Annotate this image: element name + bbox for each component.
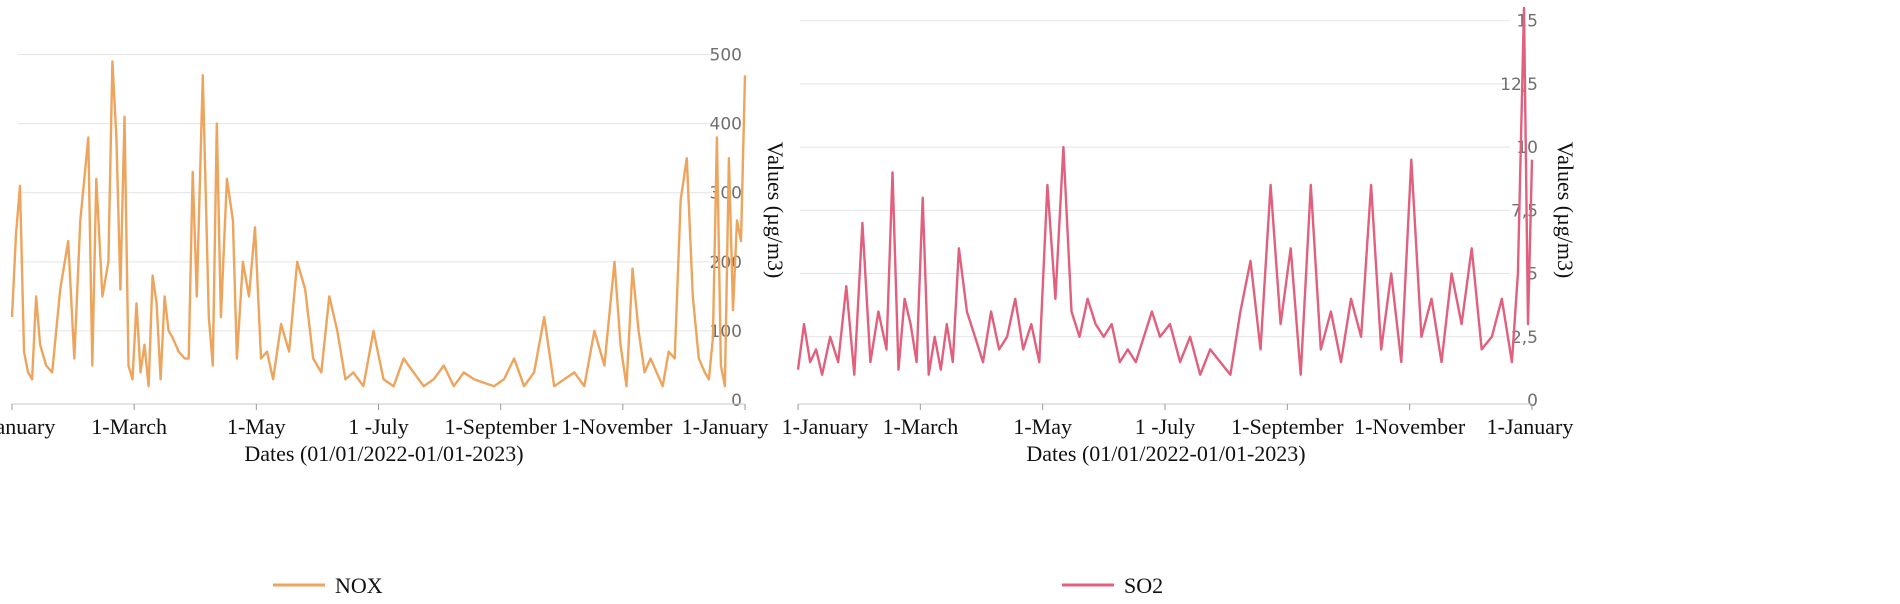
y-tick-label: 5 xyxy=(1527,265,1538,285)
x-tick-label: 1-January xyxy=(682,414,769,439)
x-tick-label: 1-January xyxy=(0,414,55,439)
x-axis-title: Dates (01/01/2022-01/01-2023) xyxy=(1026,441,1305,466)
y-axis-title: Values (µg/m3) xyxy=(1553,142,1578,279)
legend-label: SO2 xyxy=(1124,573,1163,598)
x-tick-label: 1-September xyxy=(444,414,557,439)
y-tick-label: 0 xyxy=(731,391,742,411)
x-tick-label: 1-September xyxy=(1231,414,1344,439)
x-tick-label: 1-January xyxy=(1487,414,1574,439)
x-tick-label: 1-May xyxy=(227,414,286,439)
y-tick-label: 2,5 xyxy=(1511,328,1538,348)
x-tick-label: 1-November xyxy=(1354,414,1466,439)
y-tick-label: 12,5 xyxy=(1500,75,1538,95)
y-tick-label: 7,5 xyxy=(1511,201,1538,221)
y-axis-title: Values (µg/m3) xyxy=(763,142,788,279)
x-tick-label: 1-March xyxy=(882,414,958,439)
series-line-nox xyxy=(10,60,747,388)
x-tick-label: 1-January xyxy=(782,414,869,439)
x-tick-label: 1-March xyxy=(91,414,167,439)
x-tick-label: 1-May xyxy=(1013,414,1072,439)
y-tick-label: 500 xyxy=(710,46,742,66)
series-line-so2 xyxy=(796,6,1534,376)
y-tick-label: 300 xyxy=(710,184,742,204)
x-axis-title: Dates (01/01/2022-01/01-2023) xyxy=(244,441,523,466)
y-tick-label: 0 xyxy=(1527,391,1538,411)
legend-label: NOX xyxy=(335,573,383,598)
y-tick-label: 15 xyxy=(1516,12,1538,32)
x-tick-label: 1 -July xyxy=(1135,414,1196,439)
x-tick-label: 1 -July xyxy=(348,414,409,439)
x-tick-label: 1-November xyxy=(561,414,673,439)
y-tick-label: 400 xyxy=(710,115,742,135)
